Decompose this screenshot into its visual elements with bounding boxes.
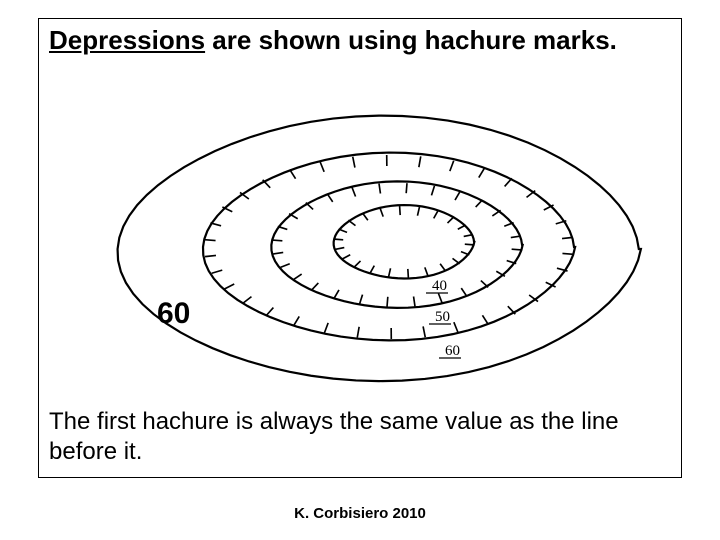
title-rest: are shown using hachure marks. bbox=[205, 25, 617, 55]
footer-credit: K. Corbisiero 2010 bbox=[0, 505, 720, 522]
content-box: Depressions are shown using hachure mark… bbox=[38, 18, 682, 478]
ring-label-60: 60 bbox=[445, 343, 460, 359]
contour-diagram: 60 50 40 bbox=[109, 99, 649, 399]
ring-label-50: 50 bbox=[435, 309, 450, 325]
contour-ring-0 bbox=[118, 116, 641, 382]
slide: Depressions are shown using hachure mark… bbox=[0, 0, 720, 540]
outer-contour-label: 60 bbox=[157, 297, 190, 331]
ring-label-40: 40 bbox=[432, 278, 447, 294]
slide-title: Depressions are shown using hachure mark… bbox=[49, 25, 617, 56]
caption-text: The first hachure is always the same val… bbox=[49, 407, 669, 467]
contour-ring-2 bbox=[271, 181, 522, 308]
title-underlined: Depressions bbox=[49, 25, 205, 55]
contour-svg: 60 50 40 bbox=[109, 99, 649, 399]
